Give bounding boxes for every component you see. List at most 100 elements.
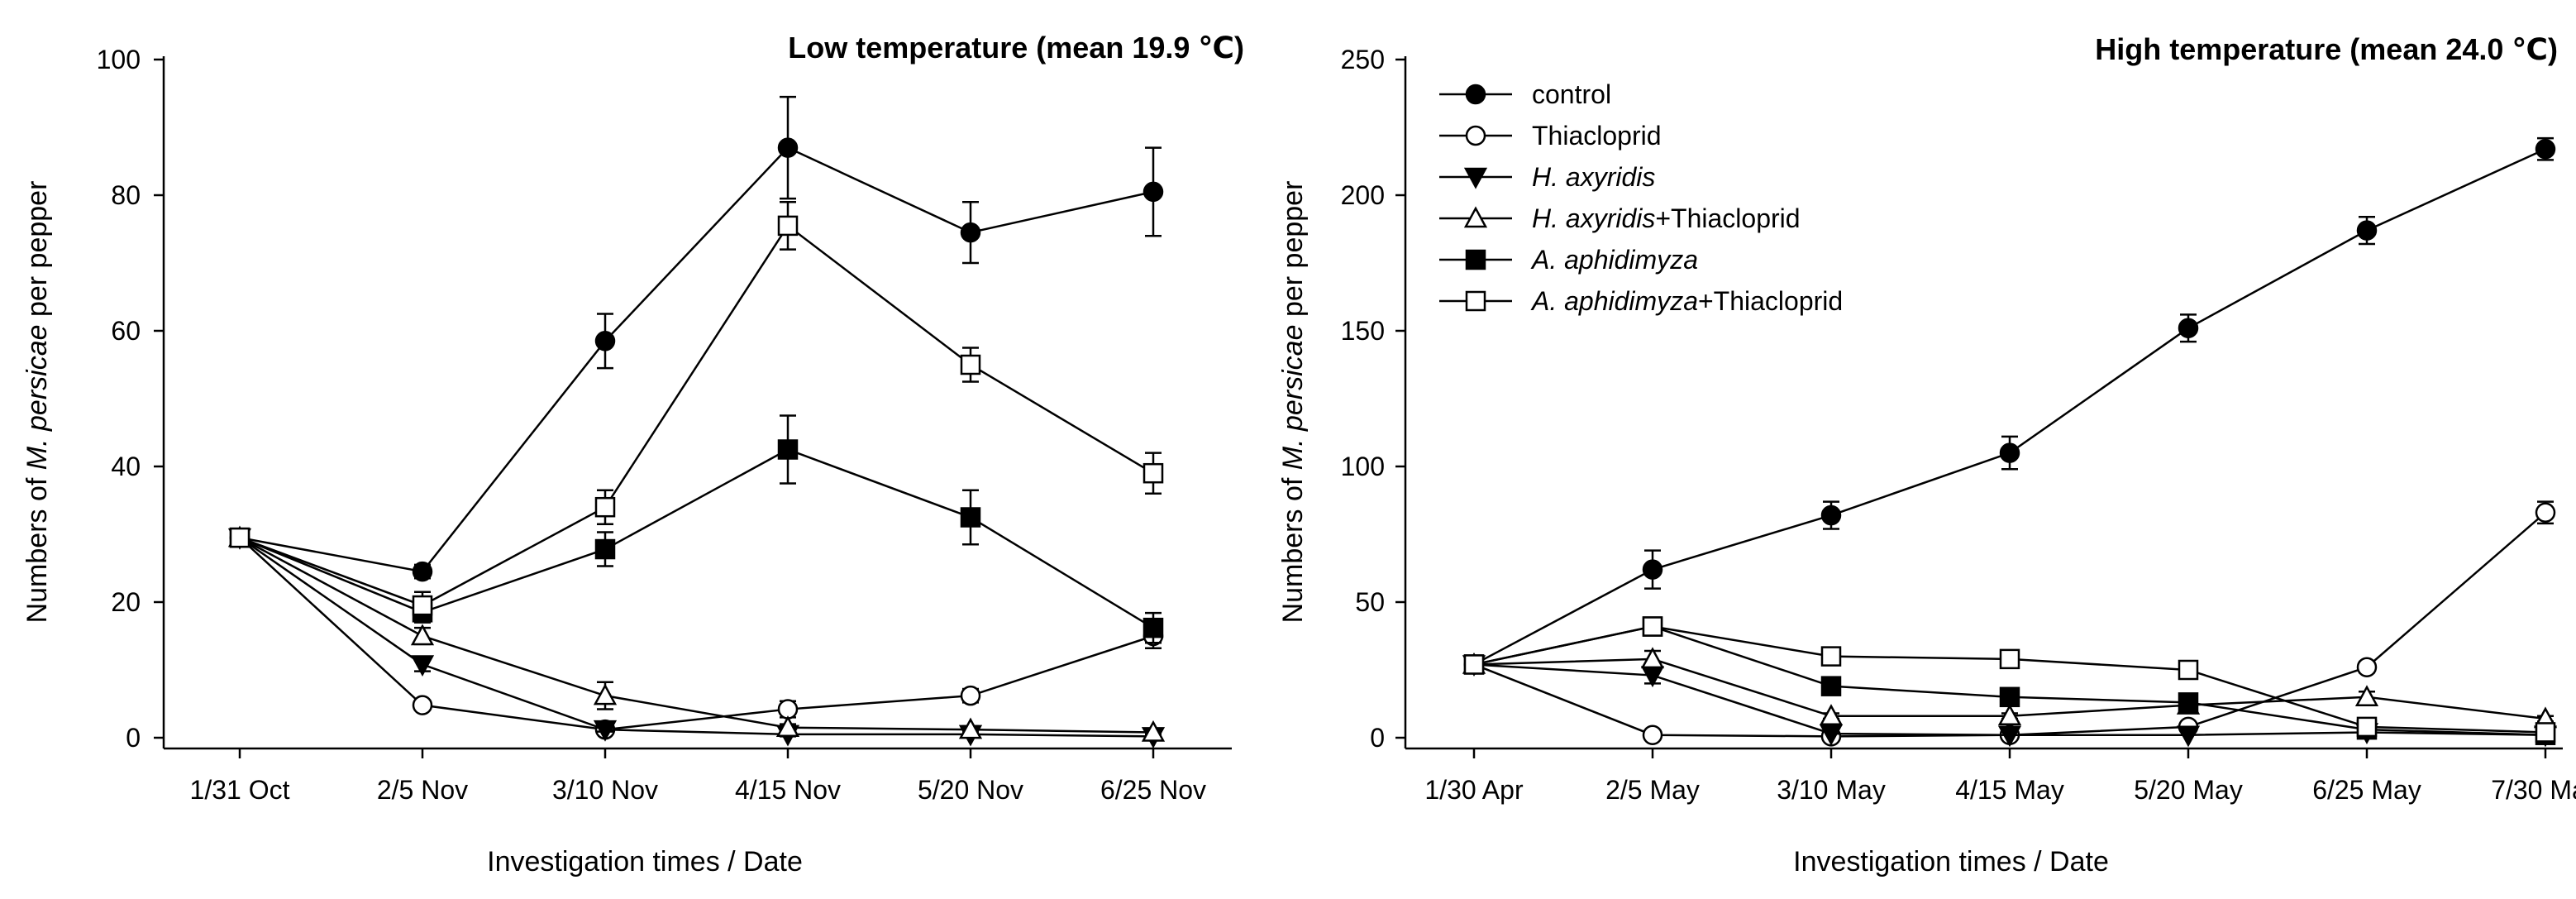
- series-a-aphidimyza-thiacloprid: [229, 200, 1164, 620]
- data-point: [2178, 692, 2199, 713]
- legend-entry-h-axyridis-thiacloprid: H. axyridis+Thiacloprid: [1439, 203, 1801, 233]
- y-tick-label: 100: [1341, 452, 1385, 481]
- legend-label-part: +Thiacloprid: [1655, 203, 1800, 233]
- data-point: [594, 496, 616, 518]
- low-temperature-chart: 0 20 40 60 80 100 1/31 Oct 2/5 Nov 3/10 Nov 4/15 …: [21, 31, 1244, 877]
- data-point: [2356, 716, 2378, 738]
- data-point: [594, 538, 616, 560]
- data-point: [1143, 462, 1164, 484]
- data-point: [958, 717, 983, 739]
- legend-label: H. axyridis: [1532, 162, 1655, 192]
- data-point: [1143, 617, 1164, 638]
- legend-entry-a-aphidimyza: A. aphidimyza: [1439, 245, 1698, 275]
- data-point: [1820, 646, 1842, 667]
- data-point: [1997, 704, 2022, 726]
- legend-label-part: control: [1532, 79, 1611, 109]
- legend-label-part: +Thiacloprid: [1698, 286, 1843, 316]
- data-point: [960, 354, 981, 375]
- data-point: [960, 222, 981, 243]
- series-line: [239, 224, 1154, 607]
- data-point: [1819, 704, 1844, 726]
- data-point: [594, 331, 616, 351]
- data-point: [1141, 720, 1166, 742]
- legend-label: A. aphidimyza: [1530, 245, 1698, 275]
- series-h-axyridis-thiacloprid: [227, 525, 1166, 742]
- x-tick-label: 4/15 May: [1955, 775, 2064, 805]
- legend-entry-h-axyridis: H. axyridis: [1439, 162, 1655, 192]
- data-point: [412, 595, 433, 616]
- y-tick-label: 0: [126, 723, 141, 753]
- data-point: [777, 439, 799, 460]
- x-tick-label: 3/10 Nov: [552, 775, 658, 805]
- x-tick-label: 1/31 Oct: [190, 775, 290, 805]
- data-point: [1820, 676, 1842, 696]
- legend-entry-control: control: [1439, 79, 1611, 109]
- data-point: [1999, 686, 2020, 708]
- legend-marker: [1465, 290, 1486, 312]
- y-axis-label-suffix: per pepper: [21, 181, 53, 325]
- x-tick-label: 1/30 Apr: [1424, 775, 1524, 805]
- y-axis-label-prefix: Numbers of: [1277, 470, 1309, 623]
- legend-label-part: Thiacloprid: [1532, 121, 1662, 151]
- legend-marker: [1463, 167, 1488, 189]
- legend-label-part: A. aphidimyza: [1530, 286, 1698, 316]
- data-point: [2354, 685, 2379, 707]
- series-line: [239, 448, 1154, 629]
- legend-marker: [1463, 206, 1488, 228]
- data-point: [1463, 654, 1485, 675]
- legend-label: control: [1532, 79, 1611, 109]
- legend-entry-thiacloprid: Thiacloprid: [1439, 121, 1662, 151]
- data-point: [777, 137, 799, 158]
- series-line: [239, 537, 1154, 738]
- legend-label-part: A. aphidimyza: [1530, 245, 1698, 275]
- x-tick-label: 2/5 May: [1605, 775, 1700, 805]
- data-point: [1143, 181, 1164, 203]
- y-tick-label: 100: [97, 45, 141, 74]
- data-point: [777, 215, 799, 237]
- x-tick-label: 4/15 Nov: [735, 775, 841, 805]
- data-point: [410, 624, 435, 646]
- data-point: [2178, 659, 2199, 681]
- data-point: [1819, 724, 1844, 746]
- x-tick-label: 3/10 May: [1777, 775, 1886, 805]
- legend-label: A. aphidimyza+Thiacloprid: [1530, 286, 1843, 316]
- y-axis-label: Numbers of M. persicae per pepper: [21, 181, 53, 624]
- x-axis-label: Investigation times / Date: [487, 846, 803, 877]
- series-a-aphidimyza-thiacloprid: [1463, 616, 2556, 743]
- data-point: [1642, 559, 1663, 580]
- chart-title: Low temperature (mean 19.9 ℃): [788, 31, 1244, 65]
- series-control: [229, 95, 1164, 582]
- y-tick-label: 250: [1341, 45, 1385, 74]
- data-point: [2356, 657, 2378, 677]
- data-point: [1999, 442, 2020, 463]
- data-point: [960, 507, 981, 528]
- y-tick-label: 60: [111, 316, 141, 346]
- data-point: [775, 715, 800, 737]
- x-axis-label: Investigation times / Date: [1793, 846, 2109, 877]
- data-point: [1999, 648, 2020, 670]
- legend-label: H. axyridis+Thiacloprid: [1532, 203, 1801, 233]
- y-axis-label: Numbers of M. persicae per pepper: [1277, 181, 1309, 624]
- legend-marker: [1465, 84, 1486, 105]
- y-tick-label: 20: [111, 587, 141, 617]
- series-line: [239, 536, 1154, 734]
- x-tick-label: 5/20 Nov: [918, 775, 1023, 805]
- y-tick-label: 80: [111, 180, 141, 210]
- data-point: [2535, 722, 2556, 743]
- legend-label-part: H. axyridis: [1532, 162, 1655, 192]
- x-tick-label: 7/30 May: [2491, 775, 2576, 805]
- data-point: [593, 720, 618, 742]
- x-tick-label: 6/25 Nov: [1100, 775, 1206, 805]
- data-point: [1642, 616, 1663, 637]
- x-tick-label: 5/20 May: [2134, 775, 2243, 805]
- y-axis-label-species: M. persicae: [21, 324, 53, 470]
- data-point: [593, 683, 618, 705]
- data-point: [2178, 318, 2199, 338]
- y-axis-label-species: M. persicae: [1277, 324, 1309, 470]
- data-point: [2535, 138, 2556, 160]
- data-point: [1642, 724, 1663, 745]
- y-axis-label-suffix: per pepper: [1277, 181, 1309, 325]
- y-tick-label: 150: [1341, 316, 1385, 346]
- data-point: [412, 695, 433, 715]
